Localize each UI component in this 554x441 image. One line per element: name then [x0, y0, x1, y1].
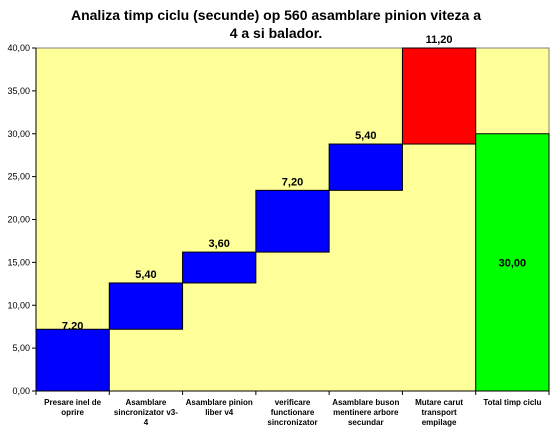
bar: [255, 189, 330, 253]
x-tick-label: Asamblare buson mentinere arbore secundar: [332, 398, 399, 427]
x-tick-label: Total timp ciclu: [483, 398, 541, 407]
x-tick-label-line: transport: [422, 408, 457, 417]
x-tick-label-line: 4: [144, 418, 149, 427]
x-tick-label-line: liber v4: [205, 408, 234, 417]
y-tick-label: 10,00: [7, 300, 30, 310]
x-tick-label-line: verificare: [275, 398, 311, 407]
x-tick-label-line: Asamblare: [125, 398, 166, 407]
x-tick-label: verificare functionare sincronizator: [267, 398, 317, 427]
data-labels: 7,20 5,40 3,60 7,20 5,40 11,20 30,00: [62, 34, 526, 332]
x-tick-label: Asamblare pinion liber v4: [186, 398, 253, 417]
x-tick-label: Presare inel de oprire: [44, 398, 101, 417]
x-tick-label-line: Asamblare pinion: [186, 398, 253, 407]
chart-title-line: 4 a si balador.: [230, 25, 323, 41]
x-tick-label-line: Mutare carut: [415, 398, 463, 407]
bar: [35, 328, 110, 392]
x-tick-label: Mutare carut transport empilage: [415, 398, 463, 427]
bar: [328, 143, 403, 191]
y-tick-label: 0,00: [12, 386, 30, 396]
x-tick-label-line: secundar: [348, 418, 384, 427]
x-tick-label-line: oprire: [61, 408, 84, 417]
x-tick-label: Asamblare sincronizator v3-4: [114, 398, 178, 427]
x-tick-label-line: mentinere arbore: [333, 408, 399, 417]
x-tick-label-line: Asamblare buson: [332, 398, 399, 407]
x-tick-label-line: sincronizator: [267, 418, 317, 427]
y-tick-label: 20,00: [7, 215, 30, 225]
y-tick-label: 25,00: [7, 172, 30, 182]
chart-title-line: Analiza timp ciclu (secunde) op 560 asam…: [71, 7, 481, 23]
y-tick-label: 15,00: [7, 257, 30, 267]
data-label: 7,20: [282, 176, 303, 188]
y-tick-label: 30,00: [7, 129, 30, 139]
bar: [475, 133, 550, 392]
x-tick-label-line: Presare inel de: [44, 398, 101, 407]
data-label: 7,20: [62, 320, 83, 332]
data-label: 11,20: [426, 34, 453, 46]
y-axis: 0,00 5,00 10,00 15,00 20,00 25,00 30,00 35,00 40…: [7, 43, 37, 396]
x-tick-label-line: sincronizator v3-: [114, 408, 178, 417]
y-tick-label: 5,00: [12, 343, 30, 353]
data-label: 5,40: [135, 269, 156, 281]
data-label: 5,40: [355, 130, 376, 142]
x-tick-label-line: empilage: [422, 418, 457, 427]
bar: [108, 282, 184, 330]
data-label: 30,00: [499, 257, 527, 269]
x-tick-label-line: functionare: [271, 408, 315, 417]
y-tick-label: 40,00: [7, 43, 30, 53]
data-label: 3,60: [209, 238, 230, 250]
bars: [35, 47, 550, 392]
y-tick-label: 35,00: [7, 86, 30, 96]
bar: [401, 47, 477, 145]
bar: [182, 251, 257, 284]
x-tick-label-line: Total timp ciclu: [483, 398, 541, 407]
chart-title: Analiza timp ciclu (secunde) op 560 asam…: [71, 7, 481, 41]
